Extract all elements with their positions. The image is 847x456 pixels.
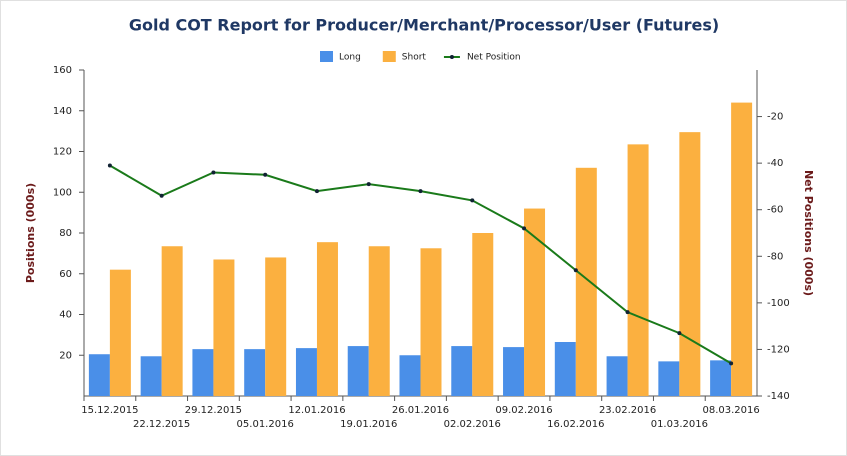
net-point xyxy=(107,163,112,168)
y-tick-label: 20 xyxy=(59,350,72,361)
bar xyxy=(524,208,546,396)
net-point xyxy=(211,170,216,175)
bar xyxy=(140,356,162,396)
bar xyxy=(503,347,525,396)
y-tick-label: 120 xyxy=(53,147,72,158)
bar xyxy=(244,349,266,396)
bar xyxy=(606,356,628,396)
y2-tick-label: -80 xyxy=(767,251,783,262)
legend-swatch xyxy=(382,51,396,62)
y-axis-title: Positions (000s) xyxy=(24,183,37,283)
y-tick-label: 100 xyxy=(53,187,72,198)
x-tick-label: 23.02.2016 xyxy=(599,405,656,416)
x-tick-label: 16.02.2016 xyxy=(547,419,604,430)
y2-tick-label: -100 xyxy=(767,298,790,309)
net-point xyxy=(418,189,423,194)
net-point xyxy=(314,189,319,194)
net-point xyxy=(573,268,578,273)
bar xyxy=(731,102,753,396)
bar xyxy=(710,360,732,396)
bar xyxy=(679,132,701,397)
bar xyxy=(161,246,183,396)
x-tick-label: 08.03.2016 xyxy=(702,405,759,416)
x-tick-label: 29.12.2015 xyxy=(185,405,242,416)
bar xyxy=(420,248,442,396)
chart-title: Gold COT Report for Producer/Merchant/Pr… xyxy=(129,16,719,35)
bar xyxy=(265,257,287,396)
y2-tick-label: -120 xyxy=(767,344,790,355)
net-point xyxy=(263,172,268,177)
net-point xyxy=(470,198,475,203)
bar xyxy=(295,348,317,396)
bar xyxy=(347,346,369,396)
y2-axis-title: Net Positions (000s) xyxy=(802,170,815,296)
bar xyxy=(554,342,576,396)
bar xyxy=(627,144,649,396)
bar xyxy=(399,355,421,396)
x-tick-label: 22.12.2015 xyxy=(133,419,190,430)
x-tick-label: 09.02.2016 xyxy=(495,405,552,416)
bar xyxy=(575,167,597,396)
bar xyxy=(88,354,110,396)
bar xyxy=(658,361,680,396)
y-tick-label: 80 xyxy=(59,228,72,239)
x-tick-label: 02.02.2016 xyxy=(444,419,501,430)
x-tick-label: 01.03.2016 xyxy=(651,419,708,430)
legend-label: Long xyxy=(339,53,361,63)
net-point xyxy=(729,361,734,366)
bar xyxy=(109,269,131,396)
x-tick-label: 15.12.2015 xyxy=(81,405,138,416)
y2-tick-label: -40 xyxy=(767,158,783,169)
net-point xyxy=(366,182,371,187)
y-tick-label: 140 xyxy=(53,106,72,117)
x-tick-label: 26.01.2016 xyxy=(392,405,449,416)
x-tick-label: 19.01.2016 xyxy=(340,419,397,430)
y-tick-label: 60 xyxy=(59,269,72,280)
legend-swatch-dot xyxy=(449,55,454,59)
bar xyxy=(472,233,494,396)
y2-tick-label: -140 xyxy=(767,391,790,402)
bar xyxy=(368,246,390,396)
y2-tick-label: -60 xyxy=(767,205,783,216)
bar xyxy=(316,242,338,396)
legend-swatch xyxy=(320,51,333,62)
net-point xyxy=(159,193,164,198)
x-tick-label: 05.01.2016 xyxy=(237,419,294,430)
net-point xyxy=(677,331,682,336)
y-tick-label: 160 xyxy=(53,65,72,76)
legend-label: Short xyxy=(402,53,427,63)
bar xyxy=(213,259,235,396)
x-tick-label: 12.01.2016 xyxy=(288,405,345,416)
net-point xyxy=(522,226,527,231)
y2-tick-label: -20 xyxy=(767,112,783,123)
y-tick-label: 40 xyxy=(59,310,72,321)
bar xyxy=(451,346,473,396)
legend-label: Net Position xyxy=(467,53,521,63)
net-point xyxy=(625,310,630,315)
bar xyxy=(192,349,214,396)
